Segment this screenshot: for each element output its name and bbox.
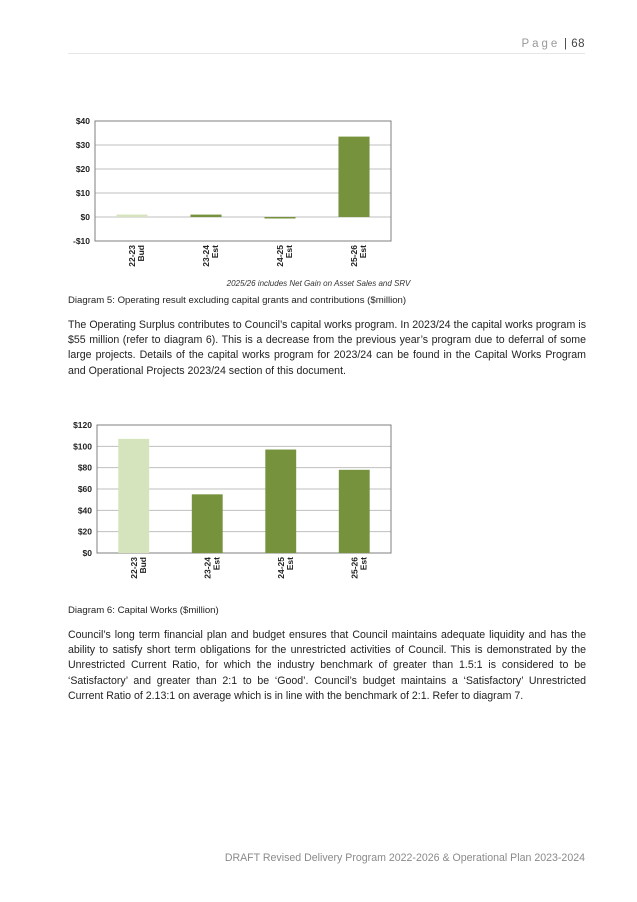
page-header: Page | 68 — [521, 38, 585, 50]
capital-works-category-label: 23-24Est — [202, 557, 221, 579]
capital-works-ytick-label: $100 — [73, 441, 92, 451]
op-result-ytick-label: $20 — [76, 164, 90, 174]
page-word: Page — [521, 38, 561, 50]
chart-note: 2025/26 includes Net Gain on Asset Sales… — [226, 279, 411, 288]
op-result-ytick-label: $30 — [76, 140, 90, 150]
capital-works-bar — [118, 438, 150, 553]
paragraph-liquidity: Council’s long term financial plan and b… — [68, 629, 586, 702]
page-footer: DRAFT Revised Delivery Program 2022-2026… — [224, 852, 585, 864]
op-result-category-label: 22-23Bud — [127, 245, 146, 267]
operating-result-chart: -$10 $0 $10 $20 $30 $40 22-23Bud 23-24Est 24-25E… — [60, 112, 400, 292]
page-separator: | — [564, 38, 568, 50]
capital-works-category-label: 24-25Est — [276, 557, 295, 579]
capital-works-ytick-label: $0 — [83, 548, 93, 558]
capital-works-bar — [191, 494, 223, 553]
capital-works-ytick-label: $20 — [78, 527, 92, 537]
header-divider — [68, 53, 585, 54]
capital-works-category-label: 22-23Bud — [129, 557, 148, 579]
op-result-ytick-label: $10 — [76, 188, 90, 198]
op-result-category-label: 25-26Est — [349, 245, 368, 267]
capital-works-bar — [338, 469, 370, 553]
capital-works-category-label: 25-26Est — [349, 557, 368, 579]
op-result-bar — [116, 214, 148, 217]
capital-works-ytick-label: $80 — [78, 463, 92, 473]
op-result-bar — [264, 217, 296, 219]
capital-works-ytick-label: $120 — [73, 420, 92, 430]
op-result-category-label: 23-24Est — [201, 245, 220, 267]
op-result-ytick-label: $0 — [81, 212, 91, 222]
capital-works-ytick-label: $60 — [78, 484, 92, 494]
op-result-bar — [338, 136, 370, 217]
diagram5-caption: Diagram 5: Operating result excluding ca… — [68, 295, 407, 306]
page-number: 68 — [571, 38, 585, 50]
capital-works-plot-border — [96, 424, 392, 554]
capital-works-chart-svg: $0 $20 $40 $60 $80 $100 $120 22-23Bud 23-24Est 24… — [73, 420, 392, 579]
diagram6-caption: Diagram 6: Capital Works ($million) — [68, 605, 219, 616]
capital-works-ytick-label: $40 — [78, 505, 92, 515]
op-result-plot-border — [94, 120, 392, 242]
op-result-ytick-label: $40 — [76, 116, 90, 126]
op-result-bar — [190, 214, 222, 217]
capital-works-chart: $0 $20 $40 $60 $80 $100 $120 22-23Bud 23-24Est 24… — [60, 415, 400, 600]
op-result-ytick-label: -$10 — [73, 236, 90, 246]
capital-works-bar — [265, 449, 297, 553]
paragraph-operating-surplus: The Operating Surplus contributes to Cou… — [68, 319, 586, 377]
op-result-category-label: 24-25Est — [275, 245, 294, 267]
operating-result-chart-svg: -$10 $0 $10 $20 $30 $40 22-23Bud 23-24Est 24-25E… — [73, 116, 392, 267]
